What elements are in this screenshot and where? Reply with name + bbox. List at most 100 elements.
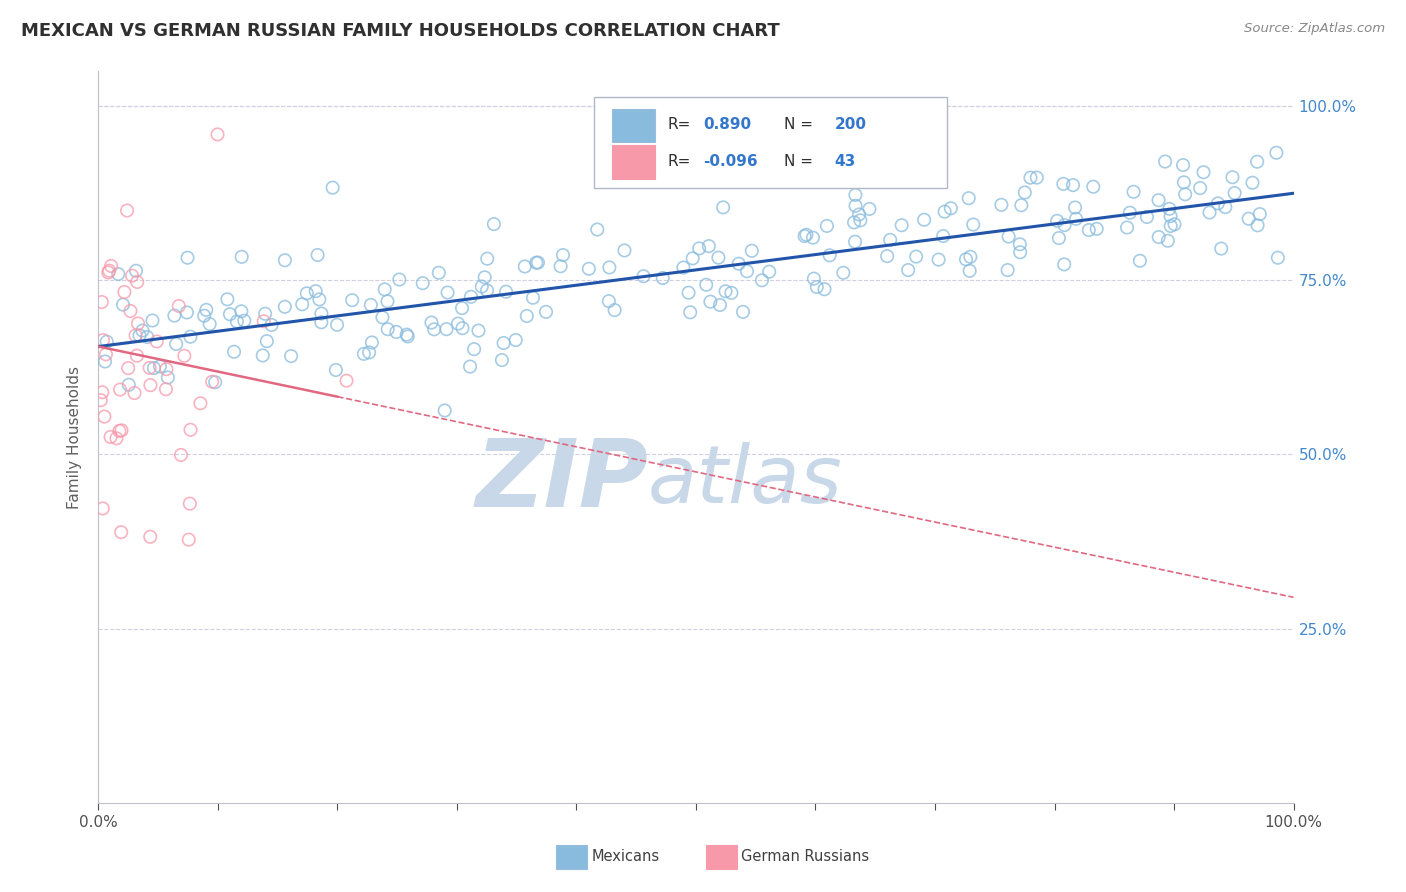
Point (1019, 170, 1042, 185)
Point (1237, 211, 1260, 226)
Point (1223, 186, 1246, 200)
Point (177, 533, 200, 547)
Point (1157, 234, 1180, 248)
Point (586, 222, 609, 236)
Point (1025, 170, 1047, 185)
Point (170, 448, 193, 462)
Point (420, 316, 443, 330)
Point (118, 377, 141, 392)
Text: N =: N = (785, 117, 814, 132)
Point (274, 300, 297, 314)
Point (758, 265, 780, 279)
Point (482, 217, 505, 231)
Point (127, 317, 149, 331)
Point (142, 361, 165, 376)
Point (231, 250, 253, 264)
Point (477, 252, 499, 266)
Point (91, 385, 114, 400)
Point (598, 294, 620, 309)
Point (1171, 158, 1194, 172)
Point (858, 202, 880, 216)
Point (260, 318, 283, 332)
Point (463, 342, 485, 356)
Point (1159, 202, 1181, 216)
Point (374, 282, 396, 296)
Point (139, 378, 162, 392)
Point (1241, 176, 1264, 190)
FancyBboxPatch shape (557, 846, 588, 869)
Point (360, 298, 382, 312)
Point (98, 263, 121, 277)
Point (280, 349, 302, 363)
Point (115, 203, 138, 218)
Point (1116, 220, 1139, 235)
Point (97, 265, 120, 279)
Point (997, 229, 1019, 244)
Point (990, 198, 1012, 212)
Point (254, 307, 277, 321)
FancyBboxPatch shape (613, 145, 655, 179)
Point (741, 244, 763, 258)
Point (193, 309, 215, 323)
Point (1053, 218, 1076, 232)
Point (475, 284, 498, 298)
Text: Mexicans: Mexicans (592, 849, 661, 864)
Point (651, 271, 673, 285)
Point (1010, 245, 1032, 260)
Point (474, 270, 496, 285)
Point (550, 259, 572, 273)
Point (731, 305, 754, 319)
Point (359, 345, 381, 359)
Point (124, 386, 146, 401)
Point (458, 359, 481, 374)
Point (1062, 178, 1084, 193)
FancyBboxPatch shape (706, 846, 737, 869)
Point (1154, 154, 1177, 169)
Point (1052, 177, 1074, 191)
Point (1147, 230, 1170, 244)
Point (176, 305, 198, 319)
Point (688, 242, 710, 256)
Text: German Russians: German Russians (741, 849, 869, 864)
Point (697, 239, 720, 253)
Point (377, 294, 399, 309)
Point (307, 248, 329, 262)
Point (179, 329, 201, 343)
Point (163, 309, 186, 323)
Point (156, 370, 179, 384)
Point (959, 264, 981, 278)
Point (727, 257, 749, 271)
Point (108, 424, 131, 438)
Point (100, 430, 122, 444)
Text: R=: R= (668, 117, 690, 132)
Point (120, 304, 142, 318)
Point (818, 248, 841, 262)
Point (112, 285, 135, 299)
Point (1064, 201, 1087, 215)
Point (100, 259, 122, 273)
Text: ZIP: ZIP (475, 435, 648, 527)
Point (806, 280, 828, 294)
Point (672, 260, 695, 275)
Point (149, 359, 172, 374)
Point (801, 230, 824, 244)
Point (190, 396, 212, 410)
Point (105, 431, 128, 445)
Point (111, 298, 134, 312)
Point (932, 229, 955, 244)
Point (524, 256, 547, 270)
Point (912, 212, 935, 227)
Point (959, 250, 981, 264)
Point (928, 252, 950, 267)
Point (385, 325, 408, 339)
Point (467, 324, 489, 338)
Point (311, 307, 333, 321)
Point (222, 344, 245, 359)
Point (1122, 185, 1144, 199)
Point (633, 269, 655, 284)
Point (513, 260, 536, 274)
Point (1198, 205, 1220, 219)
Point (146, 334, 169, 349)
Point (110, 423, 132, 437)
Point (844, 187, 866, 202)
